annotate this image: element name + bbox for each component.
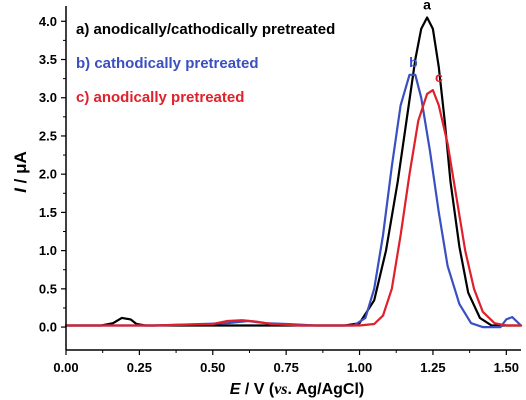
x-tick-label: 1.50	[494, 360, 519, 375]
y-tick-label: 2.0	[39, 167, 57, 182]
peak-label-b: b	[409, 54, 418, 70]
x-tick-label: 0.75	[274, 360, 299, 375]
x-tick-label: 0.00	[53, 360, 78, 375]
y-tick-label: 1.5	[39, 205, 57, 220]
axes	[65, 6, 521, 351]
y-tick-label: 0.5	[39, 281, 57, 296]
y-tick-label: 2.5	[39, 128, 57, 143]
y-axis-label: I / μA	[11, 151, 30, 193]
legend-entry-a: a) anodically/cathodically pretreated	[76, 21, 335, 38]
peak-label-c: c	[435, 69, 443, 85]
y-tick-label: 3.0	[39, 90, 57, 105]
x-tick-label: 0.50	[200, 360, 225, 375]
x-tick-label: 0.25	[127, 360, 152, 375]
peak-label-a: a	[423, 0, 431, 12]
series-line-a	[64, 16, 523, 327]
x-tick-label: 1.00	[347, 360, 372, 375]
x-axis-label: E / V (vs. Ag/AgCl)	[230, 381, 365, 398]
x-axis-ticks: 0.00 0.25 0.50 0.75 1.00 1.25 1.50	[53, 350, 519, 375]
y-tick-label: 1.0	[39, 243, 57, 258]
peak-labels: a b c	[409, 0, 443, 85]
y-axis-ticks: 0.0 0.5 1.0 1.5 2.0 2.5 3.0 3.5 4.0	[39, 14, 66, 335]
y-tick-label: 3.5	[39, 52, 57, 67]
legend-entry-b: b) cathodically pretreated	[76, 55, 259, 72]
y-tick-label: 4.0	[39, 14, 57, 29]
y-tick-label: 0.0	[39, 320, 57, 335]
series-line-c	[64, 89, 523, 327]
x-tick-label: 1.25	[420, 360, 445, 375]
legend-entry-c: c) anodically pretreated	[76, 89, 244, 106]
series-lines	[64, 16, 523, 329]
legend: a) anodically/cathodically pretreated b) …	[76, 21, 335, 106]
